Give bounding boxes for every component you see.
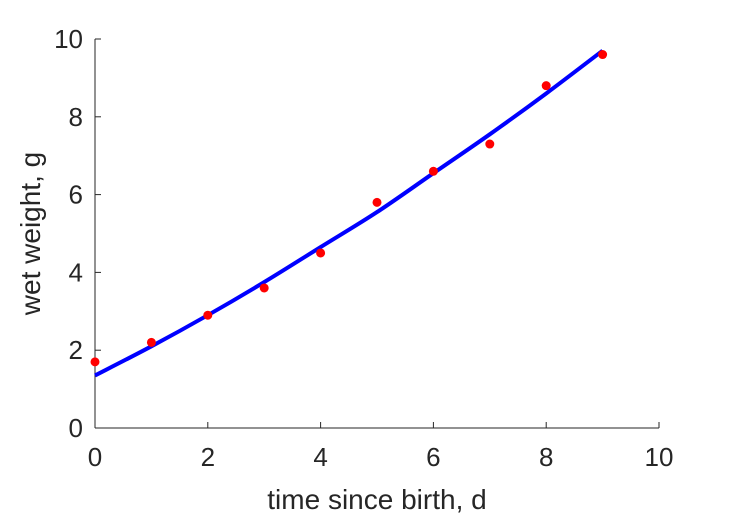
data-point: [259, 283, 269, 293]
data-point: [146, 337, 156, 347]
y-tick-label: 10: [54, 24, 83, 54]
fit-curve-line: [94, 49, 604, 378]
x-tick-label: 6: [426, 442, 440, 472]
x-tick-label: 0: [88, 442, 102, 472]
y-tick-label: 2: [69, 335, 83, 365]
y-tick-label: 4: [69, 257, 83, 287]
data-point: [541, 81, 551, 91]
plot-area: 0 2 4 6 8 10 0 2 4 6 8 10: [54, 24, 673, 472]
data-point: [598, 50, 608, 60]
y-tick-label: 0: [69, 413, 83, 443]
data-point: [316, 248, 326, 258]
fit-curves: [94, 49, 604, 378]
data-points: [90, 50, 608, 367]
x-axis-label: time since birth, d: [267, 484, 486, 515]
x-tick-label: 2: [201, 442, 215, 472]
y-axis-label: wet weight, g: [15, 152, 46, 316]
x-tick-label: 4: [313, 442, 327, 472]
x-axis-ticks: 0 2 4 6 8 10: [88, 422, 674, 472]
y-axis-ticks: 0 2 4 6 8 10: [54, 24, 101, 443]
y-tick-label: 6: [69, 180, 83, 210]
data-point: [485, 139, 495, 149]
data-point: [203, 310, 213, 320]
data-point: [90, 357, 100, 367]
x-tick-label: 10: [645, 442, 674, 472]
data-point: [428, 166, 438, 176]
y-tick-label: 8: [69, 102, 83, 132]
data-point: [372, 197, 382, 207]
x-tick-label: 8: [539, 442, 553, 472]
